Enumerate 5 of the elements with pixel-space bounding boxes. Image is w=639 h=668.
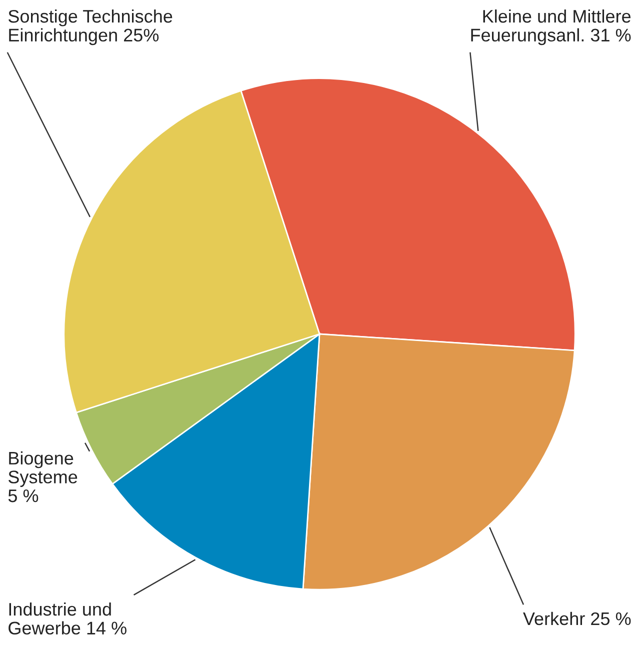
- slice-label: Sonstige Technische Einrichtungen 25%: [8, 9, 172, 46]
- slice-label: Industrie und Gewerbe 14 %: [8, 602, 126, 635]
- slice-label: Verkehr 25 %: [523, 612, 631, 626]
- slice-label: Biogene Systeme 5 %: [8, 451, 78, 502]
- slice-label: Kleine und Mittlere Feuerungsanl. 31 %: [471, 9, 631, 46]
